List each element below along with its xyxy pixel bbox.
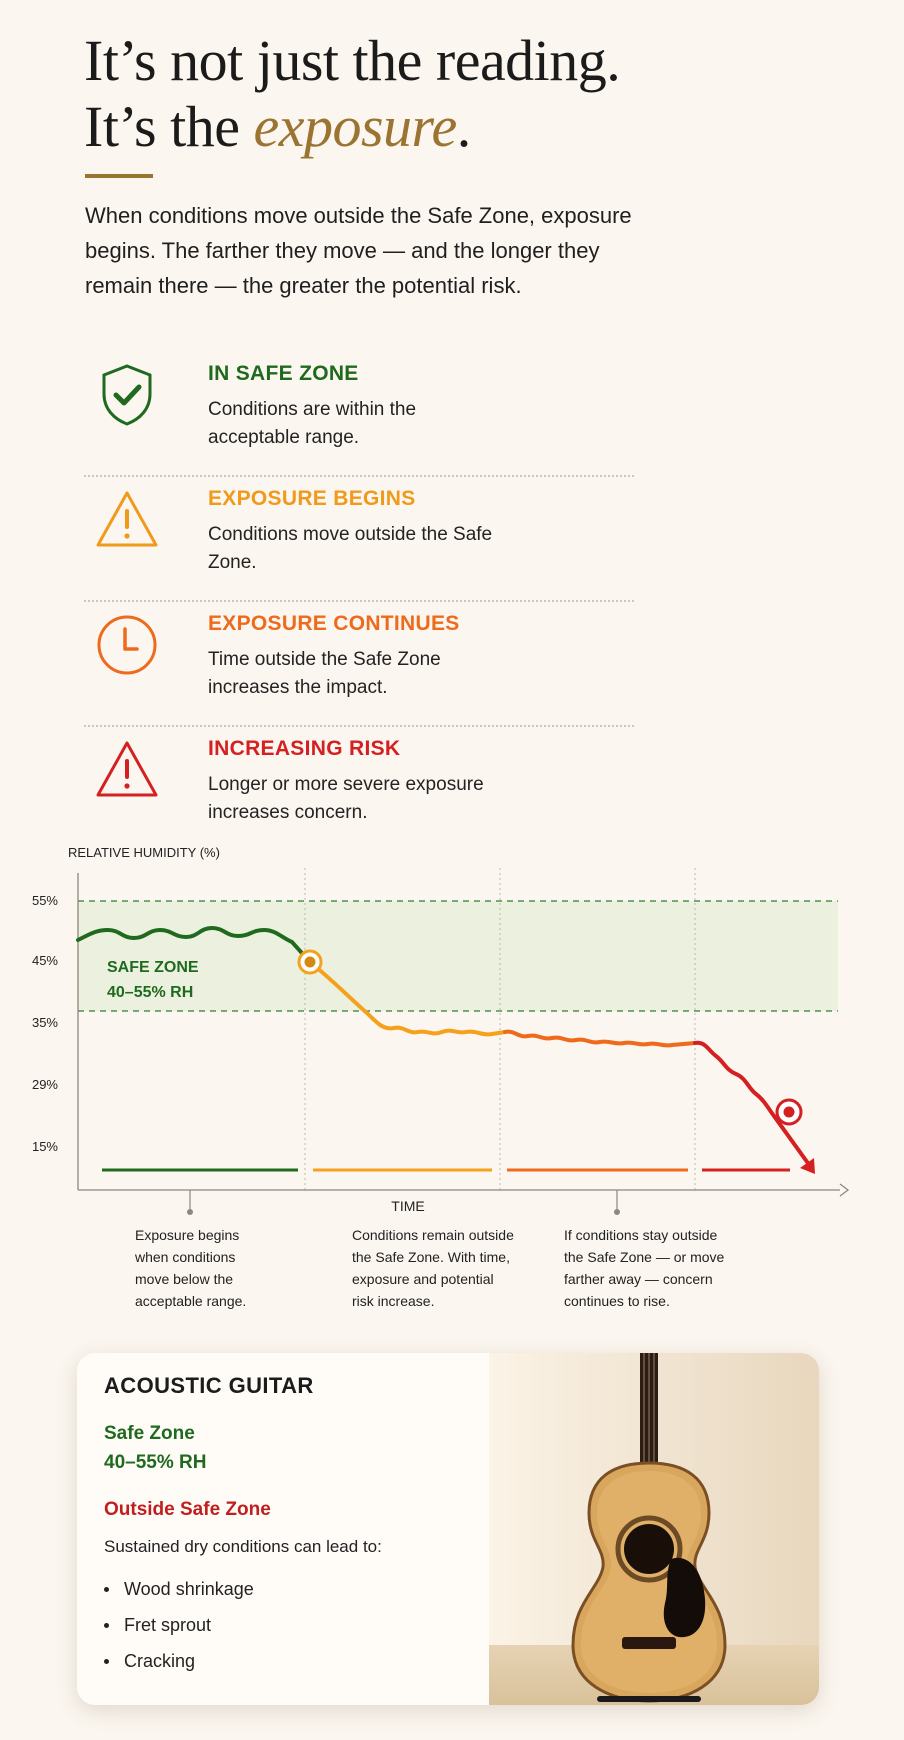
- legend-title: IN SAFE ZONE: [208, 362, 359, 385]
- intro-paragraph: When conditions move outside the Safe Zo…: [85, 203, 632, 298]
- card-title: ACOUSTIC GUITAR: [104, 1373, 314, 1398]
- line-risk-segment: [693, 1040, 812, 1168]
- title-emphasis: exposure: [253, 94, 457, 159]
- safe-zone-range: 40–55% RH: [107, 984, 193, 1001]
- safe-zone-band: [78, 901, 838, 1011]
- list-item: Wood shrinkage: [104, 1571, 254, 1607]
- line-continue-segment: [503, 1029, 697, 1048]
- list-item: Cracking: [104, 1643, 254, 1679]
- legend-item-continues: EXPOSURE CONTINUES Time outside the Safe…: [84, 602, 634, 727]
- risk-arrowhead: [800, 1158, 815, 1174]
- legend-description: Time outside the Safe Zone increases the…: [208, 649, 441, 698]
- effects-list: Wood shrinkage Fret sprout Cracking: [104, 1571, 254, 1679]
- status-legend: IN SAFE ZONE Conditions are within the a…: [84, 352, 634, 852]
- list-item: Fret sprout: [104, 1607, 254, 1643]
- y-tick-label: 29%: [32, 1077, 58, 1092]
- humidity-chart: RELATIVE HUMIDITY (%) 55% 45% 35% 29% 15…: [0, 838, 904, 1338]
- safe-zone-range: 40–55% RH: [104, 1452, 207, 1473]
- y-tick-label: 15%: [32, 1139, 58, 1154]
- safe-zone-title: SAFE ZONE: [107, 959, 199, 976]
- title-prefix: It’s the: [84, 94, 254, 159]
- legend-title: INCREASING RISK: [208, 737, 401, 760]
- title-divider: [85, 174, 153, 178]
- clock-icon: [97, 615, 157, 675]
- title-line-1: It’s not just the reading.: [84, 28, 621, 93]
- legend-description: Longer or more severe exposure increases…: [208, 774, 484, 823]
- guitar-photo: [489, 1353, 819, 1705]
- legend-title: EXPOSURE CONTINUES: [208, 612, 460, 635]
- annotation-increasing-risk: If conditions stay outside the Safe Zone…: [564, 1227, 725, 1309]
- legend-description: Conditions move outside the Safe Zone.: [208, 524, 493, 573]
- warning-triangle-icon: [96, 491, 158, 547]
- annotation-pointer-dot: [614, 1209, 620, 1215]
- outside-safe-zone-label: Outside Safe Zone: [104, 1499, 271, 1520]
- title-line-2: It’s the exposure.: [84, 94, 824, 160]
- shield-check-icon: [102, 364, 152, 426]
- annotation-exposure-continues: Conditions remain outside the Safe Zone.…: [352, 1227, 514, 1309]
- risk-marker-core: [783, 1106, 795, 1118]
- chart-svg: RELATIVE HUMIDITY (%) 55% 45% 35% 29% 15…: [32, 845, 850, 1215]
- y-tick-label: 55%: [32, 893, 58, 908]
- y-tick-label: 45%: [32, 953, 58, 968]
- effects-lead: Sustained dry conditions can lead to:: [104, 1537, 382, 1556]
- exposure-start-marker-core: [304, 956, 316, 968]
- y-tick-label: 35%: [32, 1015, 58, 1030]
- guitar-card: ACOUSTIC GUITAR Safe Zone 40–55% RH Outs…: [77, 1353, 819, 1705]
- x-axis-arrow: [839, 1183, 850, 1197]
- line-begin-segment: [308, 960, 507, 1037]
- legend-item-begins: EXPOSURE BEGINS Conditions move outside …: [84, 477, 634, 602]
- annotation-exposure-begins: Exposure begins when conditions move bel…: [135, 1227, 247, 1309]
- legend-description: Conditions are within the acceptable ran…: [208, 399, 417, 448]
- page-title: It’s not just the reading. It’s the expo…: [84, 28, 824, 160]
- line-safe-segment: [76, 925, 312, 964]
- legend-item-risk: INCREASING RISK Longer or more severe ex…: [84, 727, 634, 852]
- legend-title: EXPOSURE BEGINS: [208, 487, 416, 510]
- legend-item-safe: IN SAFE ZONE Conditions are within the a…: [84, 352, 634, 477]
- safe-zone-label: Safe Zone: [104, 1423, 195, 1444]
- annotation-pointer-dot: [187, 1209, 193, 1215]
- danger-triangle-icon: [96, 741, 158, 797]
- x-axis-label: TIME: [391, 1198, 424, 1214]
- acoustic-guitar-icon: [571, 1353, 727, 1703]
- y-axis-label: RELATIVE HUMIDITY (%): [68, 845, 220, 860]
- title-suffix: .: [456, 94, 472, 159]
